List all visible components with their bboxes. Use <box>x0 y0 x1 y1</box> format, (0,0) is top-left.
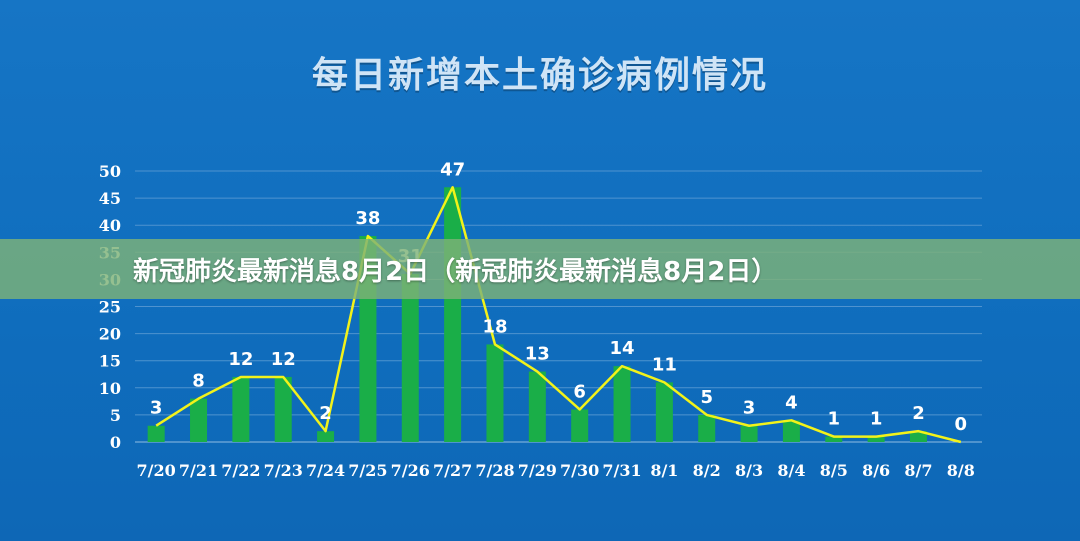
x-tick-label: 8/4 <box>777 461 805 480</box>
y-tick-label: 15 <box>99 352 121 371</box>
headline-banner: 新冠肺炎最新消息8月2日（新冠肺炎最新消息8月2日） <box>0 239 1080 299</box>
data-label: 12 <box>228 349 253 370</box>
x-tick-label: 8/3 <box>735 461 763 480</box>
data-label: 6 <box>573 381 586 402</box>
bar <box>190 398 208 442</box>
x-axis-tick-labels: 7/20 7/21 7/22 7/23 7/24 7/25 7/26 7/27 7/28 7/29… <box>137 461 975 480</box>
bar <box>444 187 462 442</box>
x-tick-label: 7/29 <box>518 461 557 480</box>
trend-line <box>155 186 962 444</box>
x-tick-label: 8/2 <box>693 461 721 480</box>
bar <box>740 425 758 442</box>
x-tick-label: 8/1 <box>650 461 678 480</box>
bar <box>613 366 631 442</box>
x-tick-label: 8/8 <box>947 461 975 480</box>
x-tick-label: 7/20 <box>137 461 176 480</box>
data-label: 1 <box>828 409 841 430</box>
x-tick-label: 7/24 <box>306 461 345 480</box>
bar <box>867 436 885 442</box>
y-tick-label: 20 <box>99 325 121 344</box>
x-tick-label: 8/5 <box>820 461 848 480</box>
data-label: 8 <box>192 371 205 392</box>
bar <box>232 376 250 442</box>
data-label: 2 <box>912 403 925 424</box>
bar <box>655 382 673 442</box>
data-label: 1 <box>870 409 883 430</box>
y-tick-label: 40 <box>99 216 121 235</box>
y-tick-label: 45 <box>99 189 121 208</box>
data-label: 47 <box>440 159 465 180</box>
x-tick-label: 7/30 <box>560 461 599 480</box>
x-tick-label: 7/27 <box>433 461 472 480</box>
data-label: 5 <box>700 387 713 408</box>
x-tick-label: 7/22 <box>221 461 260 480</box>
y-tick-label: 10 <box>99 379 121 398</box>
data-label: 3 <box>150 398 163 419</box>
x-tick-label: 7/26 <box>391 461 430 480</box>
line-series <box>155 186 962 444</box>
x-tick-label: 7/23 <box>264 461 303 480</box>
data-label: 12 <box>271 349 296 370</box>
data-label: 0 <box>955 414 968 435</box>
data-label: 38 <box>355 208 380 229</box>
y-tick-label: 25 <box>99 298 121 317</box>
bar <box>825 436 843 442</box>
x-tick-label: 8/6 <box>862 461 890 480</box>
x-tick-label: 7/28 <box>475 461 514 480</box>
data-label: 11 <box>652 354 677 375</box>
bar <box>486 344 504 442</box>
bar <box>698 414 716 442</box>
grid-lines <box>135 170 982 443</box>
bar <box>147 425 165 442</box>
bar <box>317 431 335 442</box>
data-label: 3 <box>743 398 756 419</box>
data-label: 18 <box>482 316 507 337</box>
chart-title: 每日新增本土确诊病例情况 <box>311 55 768 96</box>
data-label: 13 <box>525 344 550 365</box>
y-tick-label: 0 <box>110 433 121 452</box>
data-label: 14 <box>609 338 634 359</box>
headline-text: 新冠肺炎最新消息8月2日（新冠肺炎最新消息8月2日） <box>133 256 778 287</box>
bar <box>274 376 292 442</box>
bar <box>528 371 546 442</box>
data-label: 4 <box>785 392 798 413</box>
y-tick-label: 5 <box>110 406 121 425</box>
x-tick-label: 7/31 <box>602 461 641 480</box>
bar <box>909 431 927 442</box>
x-tick-label: 7/21 <box>179 461 218 480</box>
y-axis-tick-labels: 05101520253035404550 <box>99 162 121 452</box>
bar <box>401 273 419 442</box>
y-tick-label: 50 <box>99 162 121 181</box>
bar <box>782 420 800 442</box>
bar <box>571 409 589 442</box>
data-label: 2 <box>319 403 332 424</box>
x-tick-label: 7/25 <box>348 461 387 480</box>
x-tick-label: 8/7 <box>904 461 932 480</box>
